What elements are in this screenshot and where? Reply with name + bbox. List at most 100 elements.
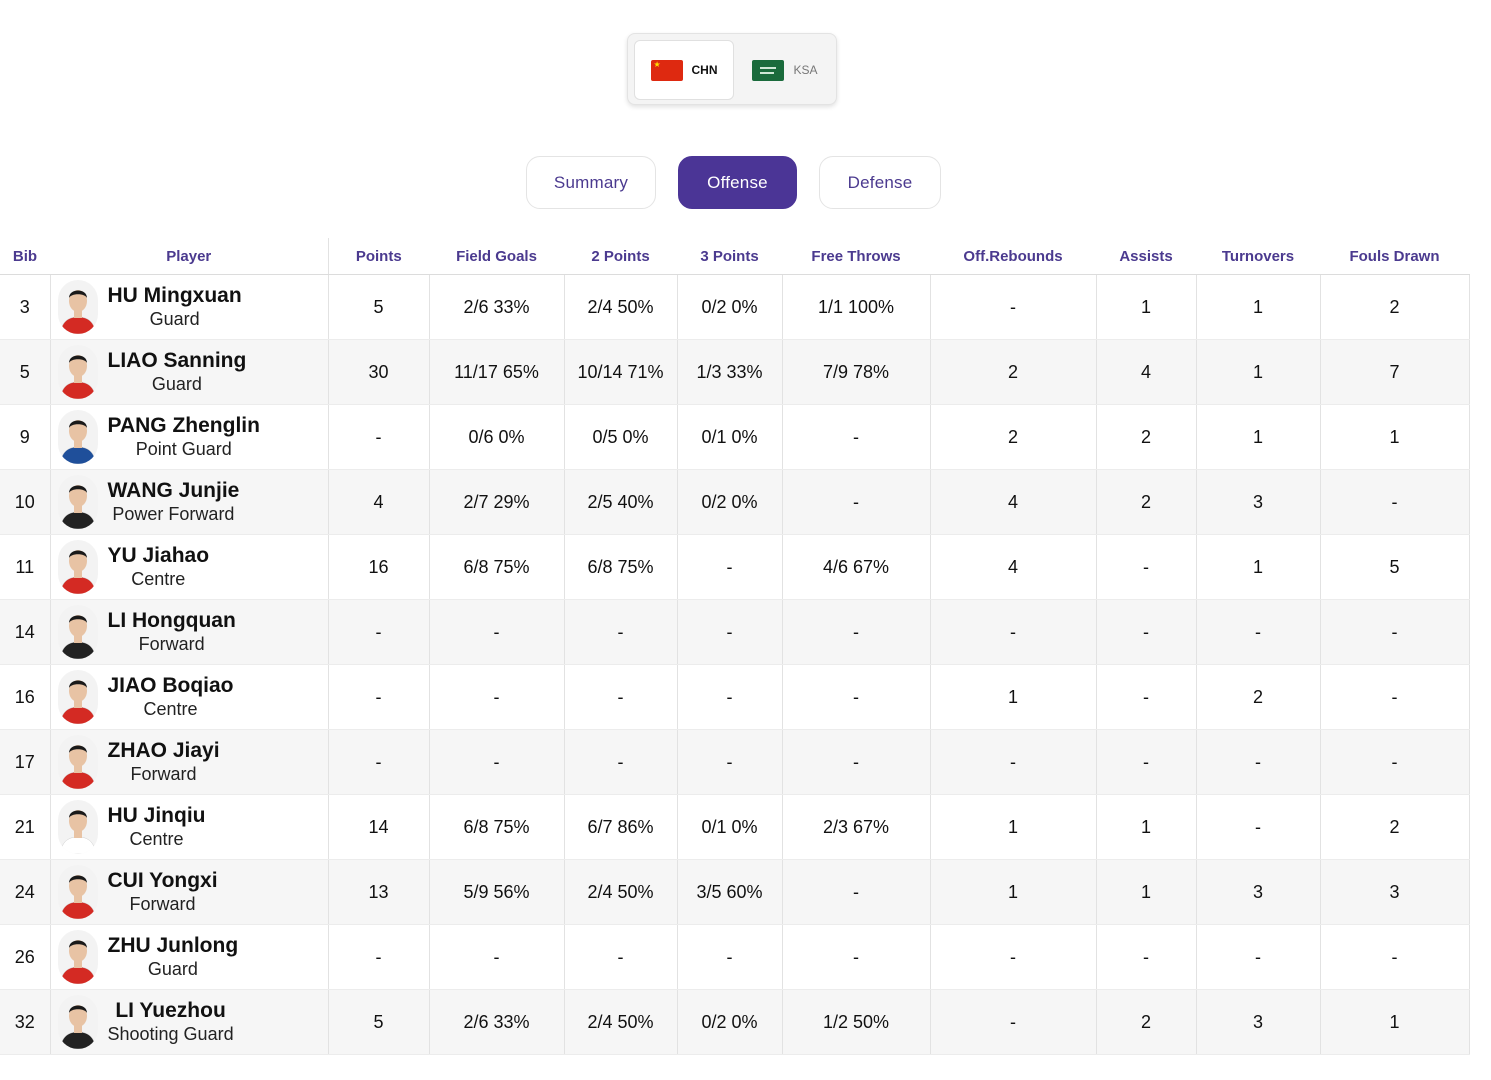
stat-cell-field-goals: 6/8 75% xyxy=(429,794,565,860)
table-row[interactable]: 32 LI Yuezhou Shooting Guard 5 2/6 33% 2/4 50… xyxy=(0,989,1470,1055)
player-avatar xyxy=(57,800,98,854)
stat-cell-free-throws: - xyxy=(782,729,931,795)
player-name[interactable]: HU Jinqiu xyxy=(107,803,206,827)
stat-cell-free-throws: - xyxy=(782,469,931,535)
player-name[interactable]: ZHU Junlong xyxy=(107,933,239,957)
player-name[interactable]: HU Mingxuan xyxy=(107,283,242,307)
table-header-row: Bib Player Points Field Goals 2 Points 3… xyxy=(0,238,1469,275)
stat-cell-turnovers: 2 xyxy=(1196,664,1321,730)
header-points: Points xyxy=(328,238,429,275)
stat-cell-points: 5 xyxy=(328,274,430,340)
stat-cell-off-rebounds: - xyxy=(930,599,1097,665)
player-avatar xyxy=(57,410,98,464)
stat-cell-field-goals: 11/17 65% xyxy=(429,339,565,405)
stat-cell-assists: - xyxy=(1096,534,1197,600)
stat-cell-off-rebounds: 4 xyxy=(930,469,1097,535)
tab-offense[interactable]: Offense xyxy=(678,156,797,209)
tab-summary[interactable]: Summary xyxy=(526,156,656,209)
player-name[interactable]: ZHAO Jiayi xyxy=(107,738,220,762)
table-row[interactable]: 21 HU Jinqiu Centre 14 6/8 75% 6/7 86% 0/1 0% 2… xyxy=(0,794,1470,860)
player-name[interactable]: WANG Junjie xyxy=(107,478,240,502)
table-row[interactable]: 26 ZHU Junlong Guard - - - - - - - - - xyxy=(0,924,1470,990)
stat-cell-points: 13 xyxy=(328,859,430,925)
table-row[interactable]: 9 PANG Zhenglin Point Guard -0/6 0% 0/5 0% 0/… xyxy=(0,404,1470,470)
stat-cell-free-throws: - xyxy=(782,859,931,925)
player-cell: ZHAO Jiayi Forward xyxy=(50,729,329,795)
stat-cell-off-rebounds: 2 xyxy=(930,404,1097,470)
stat-cell-assists: - xyxy=(1096,729,1197,795)
stat-cell-off-rebounds: 1 xyxy=(930,794,1097,860)
bib-cell: 16 xyxy=(0,664,51,730)
stat-cell-assists: - xyxy=(1096,924,1197,990)
table-row[interactable]: 17 ZHAO Jiayi Forward - - - - - - - - - xyxy=(0,729,1470,795)
stat-cell-three-points: 0/1 0% xyxy=(677,794,783,860)
player-avatar xyxy=(57,670,98,724)
player-name[interactable]: LI Hongquan xyxy=(107,608,236,632)
stat-cell-field-goals: - xyxy=(429,664,565,730)
player-position: Shooting Guard xyxy=(107,1023,234,1044)
stat-cell-fouls-drawn: - xyxy=(1320,469,1470,535)
stat-cell-fouls-drawn: 7 xyxy=(1320,339,1470,405)
table-row[interactable]: 5 LIAO Sanning Guard 30 11/17 65% 10/14 71% 1/… xyxy=(0,339,1470,405)
tab-defense[interactable]: Defense xyxy=(819,156,941,209)
player-name[interactable]: JIAO Boqiao xyxy=(107,673,234,697)
stat-cell-assists: 2 xyxy=(1096,989,1197,1055)
stat-cell-three-points: - xyxy=(677,924,783,990)
stat-cell-two-points: 6/8 75% xyxy=(564,534,678,600)
table-row[interactable]: 16 JIAO Boqiao Centre - - - - -1-2- xyxy=(0,664,1470,730)
stat-cell-assists: - xyxy=(1096,664,1197,730)
stat-cell-assists: 2 xyxy=(1096,404,1197,470)
bib-cell: 5 xyxy=(0,339,51,405)
player-cell: LI Hongquan Forward xyxy=(50,599,329,665)
player-name[interactable]: YU Jiahao xyxy=(107,543,210,567)
stat-cell-turnovers: 3 xyxy=(1196,859,1321,925)
stat-cell-three-points: 0/2 0% xyxy=(677,469,783,535)
bib-cell: 32 xyxy=(0,989,51,1055)
stat-cell-off-rebounds: 1 xyxy=(930,664,1097,730)
stat-cell-points: 5 xyxy=(328,989,430,1055)
table-row[interactable]: 10 WANG Junjie Power Forward 4 2/7 29% 2/5 40… xyxy=(0,469,1470,535)
stat-cell-off-rebounds: - xyxy=(930,989,1097,1055)
table-row[interactable]: 14 LI Hongquan Forward - - - - - - - - - xyxy=(0,599,1470,665)
china-flag-icon xyxy=(650,59,683,81)
player-cell: HU Jinqiu Centre xyxy=(50,794,329,860)
stat-cell-three-points: 0/2 0% xyxy=(677,989,783,1055)
player-position: Guard xyxy=(149,308,200,329)
player-position: Centre xyxy=(131,568,186,589)
stat-cell-free-throws: 1/2 50% xyxy=(782,989,931,1055)
bib-cell: 11 xyxy=(0,534,51,600)
table-row[interactable]: 11 YU Jiahao Centre 16 6/8 75% 6/8 75% -4/6 67… xyxy=(0,534,1470,600)
stat-cell-two-points: - xyxy=(564,599,678,665)
player-avatar xyxy=(57,605,98,659)
player-avatar xyxy=(57,735,98,789)
stat-cell-three-points: - xyxy=(677,664,783,730)
stat-cell-points: - xyxy=(328,599,430,665)
player-name[interactable]: LI Yuezhou xyxy=(115,998,226,1022)
player-avatar xyxy=(57,930,98,984)
stat-cell-two-points: 10/14 71% xyxy=(564,339,678,405)
player-name[interactable]: CUI Yongxi xyxy=(107,868,218,892)
team-button-chn[interactable]: CHN xyxy=(634,40,734,100)
table-row[interactable]: 3 HU Mingxuan Guard 5 2/6 33% 2/4 50% 0/2 0% 1/… xyxy=(0,274,1470,340)
player-cell: ZHU Junlong Guard xyxy=(50,924,329,990)
player-position: Centre xyxy=(129,828,184,849)
stat-cell-fouls-drawn: 1 xyxy=(1320,989,1470,1055)
header-three-points: 3 Points xyxy=(677,238,782,275)
player-cell: LIAO Sanning Guard xyxy=(50,339,329,405)
stat-cell-free-throws: - xyxy=(782,664,931,730)
stat-cell-fouls-drawn: 3 xyxy=(1320,859,1470,925)
bib-cell: 10 xyxy=(0,469,51,535)
stat-cell-fouls-drawn: - xyxy=(1320,729,1470,795)
stat-cell-fouls-drawn: - xyxy=(1320,924,1470,990)
player-avatar xyxy=(57,995,98,1049)
table-row[interactable]: 24 CUI Yongxi Forward 13 5/9 56% 2/4 50% 3/5 6… xyxy=(0,859,1470,925)
saudi-arabia-flag-icon xyxy=(752,59,785,81)
team-button-ksa[interactable]: KSA xyxy=(740,40,830,100)
player-name[interactable]: LIAO Sanning xyxy=(107,348,247,372)
stat-cell-two-points: 0/5 0% xyxy=(564,404,678,470)
stat-cell-turnovers: 1 xyxy=(1196,274,1321,340)
stat-cell-two-points: 2/5 40% xyxy=(564,469,678,535)
bib-cell: 9 xyxy=(0,404,51,470)
player-name[interactable]: PANG Zhenglin xyxy=(107,413,260,437)
header-two-points: 2 Points xyxy=(564,238,677,275)
